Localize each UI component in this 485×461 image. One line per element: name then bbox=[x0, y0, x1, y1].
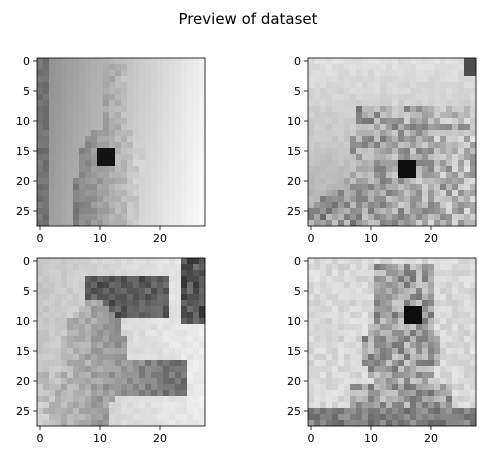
y-tick-label: 5 bbox=[23, 285, 30, 298]
axes-frame bbox=[36, 257, 206, 427]
hand-sign-image bbox=[308, 258, 477, 427]
axes-frame bbox=[307, 257, 477, 427]
x-tick-label: 0 bbox=[308, 232, 315, 245]
image-panel-4: 0 10 20 0 5 10 15 20 25 bbox=[287, 255, 477, 445]
y-tick-label: 15 bbox=[16, 145, 30, 158]
hand-sign-image bbox=[308, 58, 477, 227]
y-tick-label: 25 bbox=[16, 405, 30, 418]
axes-frame bbox=[307, 57, 477, 227]
y-tick-label: 10 bbox=[287, 115, 301, 128]
x-tick-label: 10 bbox=[364, 232, 378, 245]
y-tick-label: 10 bbox=[16, 315, 30, 328]
y-tick-label: 0 bbox=[294, 55, 301, 68]
y-tick-label: 10 bbox=[16, 115, 30, 128]
y-tick-label: 10 bbox=[287, 315, 301, 328]
image-panel-1: 0 10 20 0 5 10 15 20 25 bbox=[16, 55, 206, 245]
image-panel-2: 0 10 20 0 5 10 15 20 25 bbox=[287, 55, 477, 245]
x-tick-label: 0 bbox=[37, 432, 44, 445]
y-tick-label: 15 bbox=[16, 345, 30, 358]
y-tick-label: 20 bbox=[287, 375, 301, 388]
y-tick-label: 5 bbox=[294, 85, 301, 98]
x-tick-label: 10 bbox=[93, 232, 107, 245]
y-tick-label: 25 bbox=[287, 405, 301, 418]
y-tick-label: 25 bbox=[287, 205, 301, 218]
x-tick-label: 20 bbox=[424, 432, 438, 445]
axes-frame bbox=[36, 57, 206, 227]
y-tick-label: 20 bbox=[287, 175, 301, 188]
x-tick-label: 0 bbox=[37, 232, 44, 245]
y-tick-label: 0 bbox=[294, 255, 301, 268]
x-tick-label: 20 bbox=[424, 232, 438, 245]
y-tick-label: 15 bbox=[287, 345, 301, 358]
x-tick-label: 10 bbox=[364, 432, 378, 445]
y-tick-label: 15 bbox=[287, 145, 301, 158]
y-tick-label: 5 bbox=[294, 285, 301, 298]
image-panel-3: 0 10 20 0 5 10 15 20 25 bbox=[16, 255, 206, 445]
panels-grid: 0 10 20 0 5 10 15 20 25 0 10 20 0 5 10 15 20 25 0 10 20 0 5 10 1… bbox=[16, 55, 477, 445]
y-tick-label: 0 bbox=[23, 55, 30, 68]
hand-sign-image bbox=[37, 58, 206, 227]
x-tick-label: 20 bbox=[153, 232, 167, 245]
figure-title: Preview of dataset bbox=[178, 10, 317, 28]
hand-sign-image bbox=[37, 258, 206, 427]
x-tick-label: 20 bbox=[153, 432, 167, 445]
y-tick-label: 25 bbox=[16, 205, 30, 218]
x-tick-label: 10 bbox=[93, 432, 107, 445]
x-tick-label: 0 bbox=[308, 432, 315, 445]
y-tick-label: 20 bbox=[16, 375, 30, 388]
y-tick-label: 20 bbox=[16, 175, 30, 188]
y-tick-label: 0 bbox=[23, 255, 30, 268]
y-tick-label: 5 bbox=[23, 85, 30, 98]
